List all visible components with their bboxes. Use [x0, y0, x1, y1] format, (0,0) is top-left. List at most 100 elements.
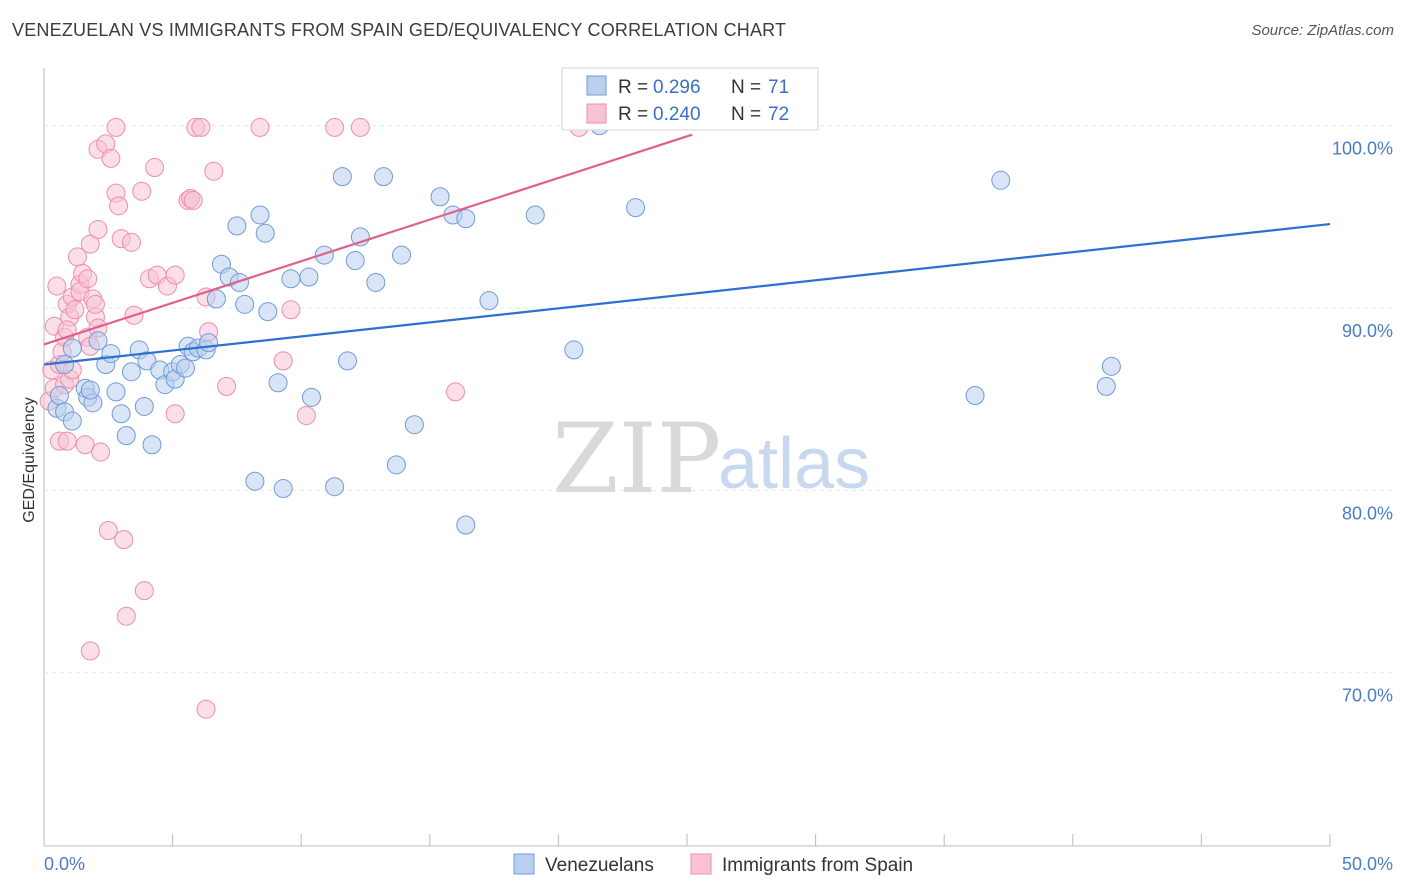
watermark-zip: ZIP	[552, 403, 721, 515]
pink-point-40	[116, 606, 136, 626]
pink-point-21	[78, 269, 98, 289]
bottom-legend-swatch-pink	[690, 853, 712, 875]
pink-point-10	[57, 431, 77, 451]
blue-point-25	[175, 358, 195, 378]
pink-point-31	[91, 442, 111, 462]
blue-point-1	[49, 386, 69, 406]
pink-point-29	[88, 220, 108, 240]
blue-point-64	[626, 198, 646, 218]
pink-point-62	[281, 300, 301, 320]
blue-point-70	[80, 380, 100, 400]
trend-lines	[43, 133, 1331, 366]
blue-point-57	[430, 187, 450, 207]
source-credit: Source: ZipAtlas.com	[1251, 22, 1394, 39]
pink-point-34	[101, 148, 121, 168]
x-tick-label-min: 0.0%	[44, 854, 85, 874]
blue-point-11	[101, 344, 121, 364]
blue-point-56	[404, 415, 424, 435]
blue-point-43	[281, 269, 301, 289]
blue-point-35	[229, 272, 249, 292]
pink-point-53	[183, 190, 203, 210]
blue-point-12	[106, 382, 126, 402]
pink-point-27	[85, 294, 105, 314]
blue-point-61	[479, 291, 499, 311]
pink-point-41	[121, 232, 141, 252]
legend-r-label-2: R =	[618, 104, 648, 125]
pink-point-43	[132, 181, 152, 201]
blue-point-46	[314, 245, 334, 265]
blue-series	[47, 116, 1121, 535]
pink-point-65	[350, 117, 370, 137]
y-tick-label-90: 90.0%	[1342, 321, 1393, 341]
pink-point-67	[80, 641, 100, 661]
y-tick-label-80: 80.0%	[1342, 503, 1393, 523]
blue-point-36	[235, 294, 255, 314]
pink-point-33	[98, 520, 118, 540]
pink-point-39	[114, 530, 134, 550]
blue-point-15	[121, 362, 141, 382]
blue-point-60	[456, 515, 476, 535]
legend-r-label-1: R =	[618, 77, 648, 98]
pink-point-70	[65, 300, 85, 320]
legend-n-label-2: N =	[731, 104, 761, 125]
y-tick-label-70: 70.0%	[1342, 686, 1393, 706]
blue-point-65	[965, 386, 985, 406]
blue-point-2	[55, 355, 75, 375]
bottom-legend-swatch-blue	[513, 853, 535, 875]
pink-point-44	[134, 581, 154, 601]
pink-point-24	[80, 234, 100, 254]
bottom-legend-label-blue: Venezuelans	[545, 855, 654, 876]
pink-point-59	[217, 376, 237, 396]
y-tick-label-100: 100.0%	[1332, 139, 1393, 159]
blue-point-38	[250, 205, 270, 225]
blue-point-67	[1096, 376, 1116, 396]
pink-point-4	[47, 276, 67, 296]
legend-n-value-2: 72	[768, 104, 789, 125]
blue-point-41	[268, 373, 288, 393]
blue-point-13	[111, 404, 131, 424]
pink-point-55	[191, 117, 211, 137]
blue-point-53	[374, 167, 394, 187]
blue-point-17	[134, 396, 154, 416]
legend-swatch-blue	[586, 75, 607, 96]
x-tick-label-max: 50.0%	[1342, 854, 1393, 874]
blue-trend-line	[43, 222, 1331, 366]
legend-swatch-pink	[586, 103, 607, 124]
bottom-legend: Venezuelans Immigrants from Spain	[513, 853, 913, 876]
pink-point-64	[325, 117, 345, 137]
gridlines	[44, 125, 1392, 674]
legend: R = 0.296 N = 71 R = 0.240 N = 72	[561, 67, 819, 131]
pink-point-50	[165, 404, 185, 424]
blue-point-9	[88, 331, 108, 351]
blue-point-31	[206, 289, 226, 309]
blue-point-30	[199, 333, 219, 353]
bottom-legend-label-pink: Immigrants from Spain	[722, 855, 913, 876]
pink-point-68	[196, 699, 216, 719]
pink-point-58	[204, 161, 224, 181]
blue-point-59	[456, 209, 476, 229]
blue-point-5	[62, 338, 82, 358]
blue-point-37	[245, 471, 265, 491]
pink-point-36	[106, 117, 126, 137]
blue-point-52	[366, 272, 386, 292]
blue-point-34	[227, 216, 247, 236]
chart-title: VENEZUELAN VS IMMIGRANTS FROM SPAIN GED/…	[12, 20, 787, 40]
blue-point-49	[337, 351, 357, 371]
pink-point-20	[75, 435, 95, 455]
legend-n-value-1: 71	[768, 77, 789, 98]
pink-trend-line	[43, 133, 693, 346]
pink-point-46	[145, 158, 165, 178]
blue-point-62	[525, 205, 545, 225]
blue-point-4	[62, 411, 82, 431]
pink-series	[39, 117, 589, 719]
legend-r-value-1: 0.296	[653, 77, 701, 98]
blue-point-39	[255, 223, 275, 243]
blue-point-14	[116, 426, 136, 446]
pink-point-37	[109, 196, 129, 216]
blue-point-42	[273, 479, 293, 499]
x-tick-marks	[43, 834, 1331, 846]
blue-point-68	[1101, 356, 1121, 376]
blue-point-66	[991, 170, 1011, 190]
pink-point-49	[165, 265, 185, 285]
blue-point-50	[345, 251, 365, 271]
